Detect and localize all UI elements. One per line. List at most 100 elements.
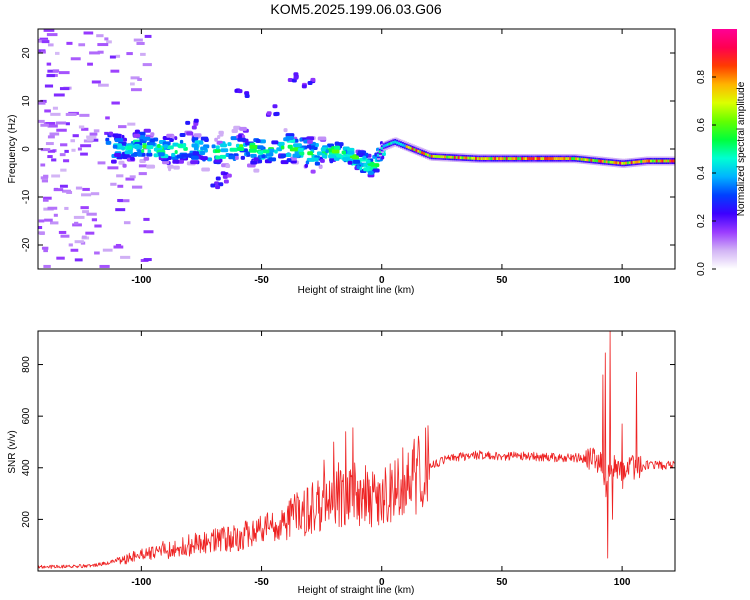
spectrogram-noise-cell [47, 69, 59, 73]
spectrogram-ridge-core [496, 157, 500, 160]
spectrogram-noise-cell [60, 143, 68, 147]
spectrogram-noise-cell [77, 147, 82, 151]
spectrogram-ridge-core [444, 155, 448, 159]
spectrogram-noise-cell [53, 188, 64, 192]
spectrogram-cell [186, 131, 194, 136]
spectrogram-plot-area [38, 29, 675, 269]
spectrogram-ridge-core [563, 157, 567, 160]
spectrogram-ridge-core [505, 157, 509, 160]
spectrogram-x-tick-label: 0 [379, 275, 385, 286]
spectrogram-noise-cell [109, 55, 116, 59]
spectrogram-cell [328, 154, 336, 159]
spectrogram-cell [249, 145, 258, 150]
spectrogram-noise-cell [63, 159, 70, 163]
spectrogram-ridge-core [586, 158, 590, 162]
spectrogram-ridge-core [434, 155, 438, 158]
spectrogram-noise-cell [56, 128, 67, 132]
spectrogram-noise-cell [138, 164, 147, 168]
spectrogram-noise-cell [49, 132, 60, 136]
spectrogram-ridge-core [503, 157, 508, 160]
spectrogram-noise-cell [74, 240, 84, 244]
spectrogram-noise-cell [50, 112, 61, 116]
spectrogram-noise-cell [115, 243, 122, 247]
spectrogram-cell [185, 120, 191, 125]
spectrogram-ridge-core [498, 157, 502, 160]
spectrogram-cell [310, 169, 316, 174]
spectrogram-ridge-core [669, 159, 673, 163]
spectrogram-ridge-core [473, 156, 477, 160]
spectrogram-noise-cell [47, 43, 54, 47]
spectrogram-cell [380, 155, 385, 160]
spectrogram-cell [280, 154, 286, 159]
spectrogram-noise-cell [60, 234, 70, 238]
spectrogram-ridge-core [548, 157, 552, 160]
spectrogram-noise-cell [39, 37, 49, 41]
spectrogram-cell [255, 139, 261, 144]
snr-panel: -100 -50 0 50 100 200 400 600 800 Height of stra… [7, 330, 676, 596]
spectrogram-ridge-core [628, 161, 633, 165]
spectrogram-cell [111, 159, 117, 164]
spectrogram-ridge-core [598, 159, 602, 163]
spectrogram-cell [193, 118, 199, 123]
spectrogram-noise-cell [78, 125, 85, 129]
snr-y-tick-label: 800 [21, 356, 32, 373]
spectrogram-cell [280, 160, 289, 165]
spectrogram-ridge-core [567, 157, 571, 160]
spectrogram-ridge-core [619, 161, 623, 165]
spectrogram-cell [293, 75, 299, 80]
spectrogram-ridge-core [425, 152, 429, 156]
spectrogram-cell [236, 146, 245, 151]
spectrogram-noise-cell [110, 69, 120, 73]
spectrogram-ridge-core [594, 159, 598, 163]
spectrogram-ridge-core [632, 160, 636, 164]
spectrogram-cell [287, 78, 293, 83]
spectrogram-ridge-core [400, 142, 404, 146]
spectrogram-noise-cell [53, 213, 58, 217]
spectrogram-ridge-core [615, 161, 619, 165]
spectrogram-cell [199, 150, 206, 155]
spectrogram-noise-cell [130, 82, 135, 86]
spectrogram-noise-cell [81, 193, 92, 197]
spectrogram-ridge-core [592, 159, 596, 162]
spectrogram-ridge-core [419, 150, 423, 154]
spectrogram-noise-cell [115, 208, 126, 212]
spectrogram-noise-cell [97, 161, 106, 165]
spectrogram-noise-cell [41, 246, 49, 250]
spectrogram-cell [301, 84, 307, 89]
spectrogram-ridge-core [640, 160, 644, 163]
spectrogram-noise-cell [40, 163, 46, 167]
spectrogram-noise-cell [40, 148, 51, 152]
spectrogram-noise-cell [47, 149, 56, 153]
spectrogram-ridge-core [500, 157, 504, 160]
spectrogram-ridge-core [646, 159, 650, 163]
spectrogram-noise-cell [104, 131, 109, 135]
spectrogram-noise-cell [51, 174, 61, 178]
spectrogram-ridge-core [536, 157, 540, 160]
spectrogram-noise-cell [73, 215, 85, 219]
spectrogram-ridge-core [578, 157, 583, 161]
spectrogram-ridge-core [561, 157, 565, 160]
spectrogram-cell [124, 150, 133, 155]
spectrogram-cell [215, 145, 220, 150]
spectrogram-noise-cell [140, 52, 146, 56]
spectrogram-noise-cell [94, 224, 102, 228]
spectrogram-cell [193, 121, 199, 126]
spectrogram-noise-cell [75, 186, 83, 190]
spectrogram-cell [218, 130, 224, 135]
spectrogram-x-tick-label: -100 [131, 275, 151, 286]
spectrogram-ridge-core [605, 160, 609, 164]
spectrogram-noise-cell [43, 174, 49, 178]
spectrogram-cell [220, 148, 229, 153]
spectrogram-cell [352, 159, 361, 164]
spectrogram-ridge-core [617, 161, 621, 165]
spectrogram-noise-cell [118, 199, 130, 203]
spectrogram-ridge-core [600, 159, 604, 163]
spectrogram-noise-cell [89, 51, 100, 55]
spectrogram-noise-cell [116, 174, 124, 178]
spectrogram-cell [169, 138, 174, 143]
spectrogram-ridge-core [521, 157, 525, 160]
spectrogram-ridge-core [484, 157, 488, 160]
spectrogram-noise-cell [117, 125, 127, 129]
